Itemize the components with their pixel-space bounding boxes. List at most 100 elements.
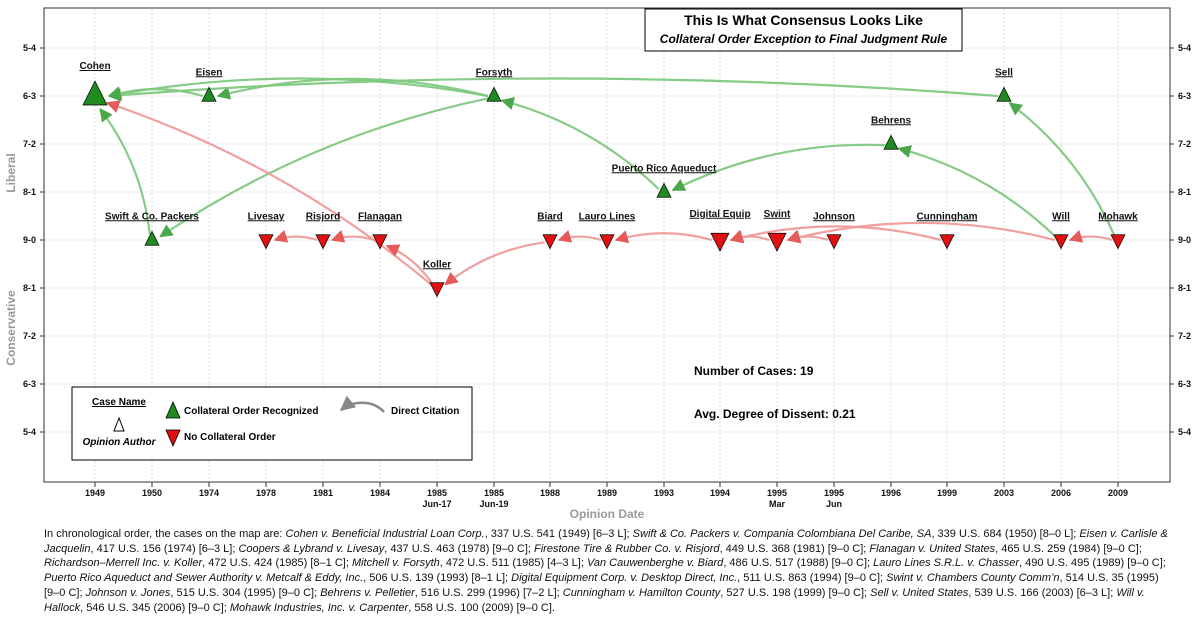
case-label-cunningham: Cunningham xyxy=(916,211,977,222)
x-tick-label: 2006 xyxy=(1051,488,1071,498)
y-axis-label-liberal: Liberal xyxy=(4,153,18,192)
caption-case: Swint v. Chambers County Comm’n, 514 U.S… xyxy=(44,572,1159,599)
case-label-will: Will xyxy=(1052,211,1070,222)
caption-case-cite: , 486 U.S. 517 (1988) [9–0 C]; xyxy=(723,557,874,570)
case-marker-forsyth xyxy=(486,86,502,102)
legend-case-name: Case Name xyxy=(92,397,146,408)
x-tick-sublabel: Jun xyxy=(826,499,842,509)
case-label-johnson: Johnson xyxy=(813,211,855,222)
x-tick-label: 1978 xyxy=(256,488,276,498)
case-marker-lauro-lines xyxy=(599,234,615,250)
case-label-biard: Biard xyxy=(537,211,563,222)
caption-case-name: Eisen v. Carlisle & Jacquelin xyxy=(44,528,1168,555)
case-label-puerto-rico-aqueduct: Puerto Rico Aqueduct xyxy=(612,163,717,174)
case-marker-swint xyxy=(767,232,787,253)
caption-case: Coopers & Lybrand v. Livesay, 437 U.S. 4… xyxy=(238,543,534,555)
case-marker-koller xyxy=(429,282,445,298)
x-axis-ticks: 1949 1950 1974 1978 1981 1984 1985Jun-171985Ju… xyxy=(85,488,1128,509)
caption-case: Swift & Co. Packers v. Compania Colombia… xyxy=(633,528,1080,540)
citation-edge-risjord-to-livesay xyxy=(273,230,318,243)
caption-intro: In chronological order, the cases on the… xyxy=(44,528,286,540)
case-label-cohen: Cohen xyxy=(79,61,110,72)
y-tick-label-left: 8-1 xyxy=(23,187,36,197)
citation-edge-forsyth-to-swift-co-packers xyxy=(159,97,489,238)
caption-case-name: Swint v. Chambers County Comm’n xyxy=(886,572,1060,585)
x-tick-label: 1994 xyxy=(710,488,730,498)
case-label-swift-co-packers: Swift & Co. Packers xyxy=(105,211,199,222)
case-marker-biard xyxy=(542,234,558,250)
citation-edge-flanagan-to-risjord xyxy=(330,230,375,243)
case-marker-swift-co-packers xyxy=(144,230,160,246)
citation-edge-forsyth-to-cohen xyxy=(107,77,489,101)
legend-citation-arrow-icon xyxy=(339,395,385,413)
citation-edge-will-to-behrens xyxy=(897,145,1057,238)
caption-case-cite: , 472 U.S. 424 (1985) [8–1 C]; xyxy=(202,557,352,570)
caption-case-cite: , 515 U.S. 304 (1995) [9–0 C]; xyxy=(170,586,321,599)
caption-case: Cunningham v. Hamilton County, 527 U.S. … xyxy=(563,587,870,599)
caption-case-name: Lauro Lines S.R.L. v. Chasser xyxy=(873,557,1020,570)
case-label-eisen: Eisen xyxy=(196,67,223,78)
case-label-sell: Sell xyxy=(995,67,1013,78)
case-marker-digital-equip xyxy=(710,232,730,253)
caption-case-name: Sell v. United States xyxy=(870,586,969,599)
x-tick-label: 1949 xyxy=(85,488,105,498)
case-marker-eisen xyxy=(201,86,217,102)
y-tick-label-right: 7-2 xyxy=(1178,139,1191,149)
x-tick-sublabel: Jun-19 xyxy=(479,499,508,509)
x-tick-label: 1996 xyxy=(881,488,901,498)
caption-case-cite: , 546 U.S. 345 (2006) [9–0 C]; xyxy=(80,601,230,614)
citation-edge-mohawk-to-sell xyxy=(1008,102,1116,236)
case-marker-livesay xyxy=(258,234,274,250)
caption-case-cite: , 514 U.S. 35 (1995) [9–0 C]; xyxy=(44,572,1159,599)
citation-edge-lauro-lines-to-biard xyxy=(557,230,602,243)
caption-case: Flanagan v. United States, 465 U.S. 259 … xyxy=(869,543,1142,555)
y-tick-label-right: 8-1 xyxy=(1178,283,1191,293)
case-marker-risjord xyxy=(315,234,331,250)
x-tick-label: 1995 xyxy=(824,488,844,498)
case-marker-flanagan xyxy=(372,234,388,250)
caption-case: Mohawk Industries, Inc. v. Carpenter, 55… xyxy=(230,602,555,614)
x-tick-label: 1989 xyxy=(597,488,617,498)
x-tick-label: 1985 xyxy=(484,488,504,498)
caption-case-cite: , 472 U.S. 511 (1985) [4–3 L]; xyxy=(439,557,587,570)
case-label-behrens: Behrens xyxy=(871,115,911,126)
chart-subtitle: Collateral Order Exception to Final Judg… xyxy=(660,32,948,46)
x-tick-label: 1984 xyxy=(370,488,390,498)
caption-case: Johnson v. Jones, 515 U.S. 304 (1995) [9… xyxy=(86,587,321,599)
legend-recognized: Collateral Order Recognized xyxy=(184,406,318,417)
chart-title-box: This Is What Consensus Looks Like Collat… xyxy=(644,8,963,52)
y-tick-label-left: 6-3 xyxy=(23,91,36,101)
citation-edge-sell-to-cohen xyxy=(107,77,999,102)
y-tick-label-right: 6-3 xyxy=(1178,379,1191,389)
case-list-caption: In chronological order, the cases on the… xyxy=(44,527,1174,615)
y-tick-label-right: 8-1 xyxy=(1178,187,1191,197)
citation-edge-koller-to-flanagan xyxy=(385,244,434,285)
y-tick-label-left: 7-2 xyxy=(23,139,36,149)
citation-edge-cunningham-to-digital-equip xyxy=(729,225,942,244)
caption-case: Behrens v. Pelletier, 516 U.S. 299 (1996… xyxy=(320,587,563,599)
case-marker-sell xyxy=(996,86,1012,102)
x-tick-label: 1950 xyxy=(142,488,162,498)
x-tick-label: 1999 xyxy=(937,488,957,498)
caption-case-name: Digital Equipment Corp. v. Desktop Direc… xyxy=(511,572,738,585)
caption-case-name: Cohen v. Beneficial Industrial Loan Corp… xyxy=(285,528,485,540)
y-tick-label-left: 5-4 xyxy=(23,43,36,53)
x-tick-label: 1974 xyxy=(199,488,219,498)
legend-red-triangle-icon xyxy=(165,429,181,447)
legend-box xyxy=(71,386,473,461)
stat-avg-dissent: Avg. Degree of Dissent: 0.21 xyxy=(694,407,856,421)
caption-case-name: Richardson–Merrell Inc. v. Koller xyxy=(44,557,203,570)
caption-case-cite: , 449 U.S. 368 (1981) [9–0 C]; xyxy=(719,542,870,555)
caption-case-name: Flanagan v. United States xyxy=(869,542,996,555)
legend: Case Name Opinion Author Collateral Orde… xyxy=(71,386,473,461)
y-tick-label-right: 6-3 xyxy=(1178,91,1191,101)
case-label-mohawk: Mohawk xyxy=(1098,211,1138,222)
caption-case-cite: , 558 U.S. 100 (2009) [9–0 C]. xyxy=(408,601,555,614)
caption-case: Will v. Hallock, 546 U.S. 345 (2006) [9–… xyxy=(44,587,1145,614)
citation-edge-swift-co-packers-to-cohen xyxy=(99,107,151,235)
caption-case: Firestone Tire & Rubber Co. v. Risjord, … xyxy=(534,543,869,555)
legend-triangle-outline-icon xyxy=(113,416,125,432)
caption-case-cite: , 339 U.S. 684 (1950) [8–0 L]; xyxy=(931,528,1080,540)
y-tick-label-left: 5-4 xyxy=(23,427,36,437)
caption-case-name: Firestone Tire & Rubber Co. v. Risjord xyxy=(534,542,720,555)
